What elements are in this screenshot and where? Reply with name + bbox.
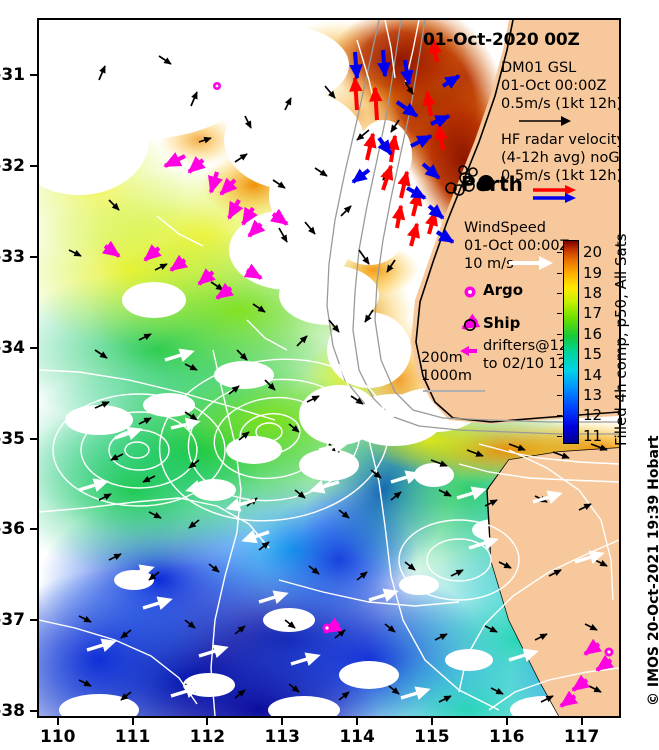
x-tick-mark [56,718,59,725]
wind-vectors [78,348,605,712]
bathy-label-200m: 200m [421,350,463,366]
colorbar-tick-label: 16 [583,324,603,343]
colorbar-tick-mark [557,374,562,376]
ship-legend-icon [464,319,476,331]
y-axis-label: -35 [0,428,25,449]
x-tick-mark [131,718,134,725]
bathy-legend-line [423,390,485,392]
hf-legend-line-2: (4-12h avg) noGC [501,150,619,166]
hf-legend-line-1: HF radar velocity [501,132,619,148]
wind-legend-arrow [509,256,553,270]
map-title: 01-Oct-2020 00Z [423,30,580,50]
wind-legend-line-2: 01-Oct 00:00Z [464,238,570,254]
y-tick-mark [30,164,37,167]
x-tick-mark [505,718,508,725]
colorbar-tick-mark [557,395,562,397]
colorbar-tick-mark [557,435,562,437]
y-tick-mark [30,710,37,713]
current-vectors [68,55,608,703]
x-axis-label: 114 [339,727,375,747]
x-axis-label: 116 [488,727,525,747]
perth-city-label: Perth [461,172,523,196]
colorbar-tick-mark [557,293,562,295]
bathymetry-contours [326,20,619,435]
x-tick-mark [206,718,209,725]
colorbar-tick-label: 20 [583,243,603,262]
y-axis-label: -36 [0,519,25,540]
x-tick-mark [356,718,359,725]
colorbar-tick-mark [557,252,562,254]
colorbar-tick-label: 11 [583,426,603,445]
ship-legend-label: Ship [483,314,521,332]
argo-float-markers [213,82,614,657]
colorbar-tick-label: 15 [583,345,603,364]
x-tick-mark [580,718,583,725]
x-axis-label: 110 [39,727,76,747]
y-tick-mark [30,346,37,349]
colorbar-tick-label: 18 [583,284,603,303]
y-tick-mark [30,73,37,76]
drifter-legend-line-1: drifters@12h [483,338,578,354]
copyright-notice: © IMOS 20-Oct-2021 19:39 Hobart [646,435,659,706]
colorbar-tick-mark [557,313,562,315]
argo-legend-icon [464,286,476,298]
wind-legend-line-1: WindSpeed [464,220,546,236]
y-tick-mark [30,528,37,531]
gsl-legend-line-3: 0.5m/s (1kt 12h) [501,96,619,112]
x-tick-mark [430,718,433,725]
x-axis-label: 113 [264,727,300,747]
colorbar-tick-mark [557,333,562,335]
map-layers [39,20,619,716]
colorbar-tick-label: 12 [583,406,603,425]
colorbar-tick-label: 19 [583,263,603,282]
drifter-legend-icon [460,346,477,356]
gsl-legend-line-1: DM01 GSL [501,60,577,76]
y-axis-label: -32 [0,155,25,176]
gsl-legend-line-2: 01-Oct 00:00Z [501,78,607,94]
colorbar-tick-mark [557,415,562,417]
bathy-label-1000m: 1000m [421,368,473,384]
hf-legend-arrows [533,185,576,203]
x-axis-label: 111 [114,727,151,747]
colorbar-tick-mark [557,354,562,356]
y-axis-label: -31 [0,64,25,85]
x-axis-label: 117 [563,727,600,747]
y-axis-label: -34 [0,337,25,358]
map-canvas: 01-Oct-2020 00Z DM01 GSL 01-Oct 00:00Z 0… [39,20,619,716]
gsl-legend-arrow [519,116,571,126]
colorbar-gradient [563,240,579,444]
y-axis-label: -37 [0,610,25,631]
x-axis-label: 112 [189,727,226,747]
ssh-contours [39,20,619,716]
x-tick-mark [281,718,284,725]
perth-city-marker [478,175,494,191]
y-tick-mark [30,437,37,440]
argo-legend-label: Argo [483,281,524,299]
hf-legend-line-3: 0.5m/s (1kt 12h) [501,168,619,184]
y-axis-label: -33 [0,246,25,267]
colorbar-tick-label: 14 [583,365,603,384]
colorbar-tick-label: 17 [583,304,603,323]
colorbar-tick-mark [557,272,562,274]
colorbar-tick-label: 13 [583,386,603,405]
y-tick-mark [30,255,37,258]
y-axis-label: -38 [0,701,25,722]
map-panel[interactable]: 01-Oct-2020 00Z DM01 GSL 01-Oct 00:00Z 0… [37,18,621,718]
hf-radar-vectors [349,38,461,247]
x-axis-label: 115 [414,727,450,747]
colorbar-title: Filled 4h comp, p50, All Sats [612,233,630,446]
y-tick-mark [30,619,37,622]
ship-track-markers [445,165,478,196]
wind-legend-line-3: 10 m/s [464,256,514,272]
